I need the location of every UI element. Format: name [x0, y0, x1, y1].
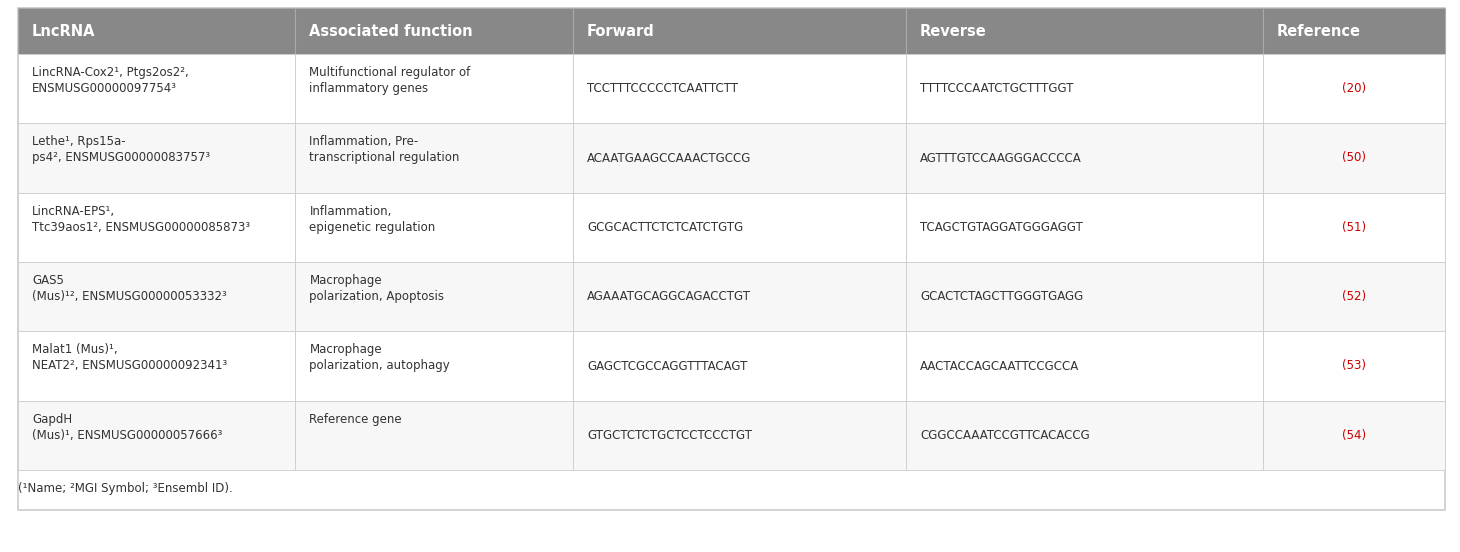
Polygon shape: [572, 8, 905, 54]
Text: ps4², ENSMUSG00000083757³: ps4², ENSMUSG00000083757³: [32, 151, 210, 164]
Text: epigenetic regulation: epigenetic regulation: [310, 221, 435, 233]
Text: polarization, autophagy: polarization, autophagy: [310, 359, 450, 373]
Polygon shape: [1263, 331, 1445, 401]
Polygon shape: [18, 8, 295, 54]
Polygon shape: [295, 262, 572, 331]
Polygon shape: [295, 193, 572, 262]
Polygon shape: [905, 8, 1263, 54]
Text: Forward: Forward: [587, 24, 654, 39]
Text: LncRNA: LncRNA: [32, 24, 95, 39]
Text: Macrophage: Macrophage: [310, 343, 383, 357]
Text: Multifunctional regulator of: Multifunctional regulator of: [310, 66, 470, 79]
Polygon shape: [905, 123, 1263, 193]
Polygon shape: [1263, 54, 1445, 123]
Text: ENSMUSG00000097754³: ENSMUSG00000097754³: [32, 82, 177, 95]
Polygon shape: [572, 123, 905, 193]
Polygon shape: [572, 193, 905, 262]
Text: TCAGCTGTAGGATGGGAGGT: TCAGCTGTAGGATGGGAGGT: [920, 221, 1083, 234]
Text: AACTACCAGCAATTCCGCCA: AACTACCAGCAATTCCGCCA: [920, 359, 1079, 373]
Polygon shape: [295, 54, 572, 123]
Polygon shape: [295, 8, 572, 54]
Text: (53): (53): [1342, 359, 1367, 373]
Text: transcriptional regulation: transcriptional regulation: [310, 151, 460, 164]
Text: Inflammation,: Inflammation,: [310, 205, 391, 217]
Polygon shape: [18, 54, 295, 123]
Text: Associated function: Associated function: [310, 24, 473, 39]
Text: GTGCTCTCTGCTCCTCCCTGT: GTGCTCTCTGCTCCTCCCTGT: [587, 429, 752, 442]
Polygon shape: [295, 331, 572, 401]
Polygon shape: [572, 54, 905, 123]
Text: Inflammation, Pre-: Inflammation, Pre-: [310, 135, 419, 148]
Text: (51): (51): [1342, 221, 1367, 234]
Text: (Mus)¹², ENSMUSG00000053332³: (Mus)¹², ENSMUSG00000053332³: [32, 290, 226, 303]
Text: AGTTTGTCCAAGGGACCCCA: AGTTTGTCCAAGGGACCCCA: [920, 151, 1082, 164]
Text: Reference: Reference: [1276, 24, 1361, 39]
Text: TTTTCCCAATCTGCTTTGGT: TTTTCCCAATCTGCTTTGGT: [920, 82, 1073, 95]
Text: Lethe¹, Rps15a-: Lethe¹, Rps15a-: [32, 135, 126, 148]
Text: CGGCCAAATCCGTTCACACCG: CGGCCAAATCCGTTCACACCG: [920, 429, 1089, 442]
Polygon shape: [572, 331, 905, 401]
Polygon shape: [18, 123, 295, 193]
Text: (50): (50): [1342, 151, 1367, 164]
Polygon shape: [905, 331, 1263, 401]
Polygon shape: [18, 262, 295, 331]
Text: Malat1 (Mus)¹,: Malat1 (Mus)¹,: [32, 343, 118, 357]
Text: TCCTTTCCCCCTCAATTCTT: TCCTTTCCCCCTCAATTCTT: [587, 82, 737, 95]
Polygon shape: [1263, 8, 1445, 54]
Polygon shape: [1263, 262, 1445, 331]
Polygon shape: [1263, 401, 1445, 470]
Text: Macrophage: Macrophage: [310, 274, 383, 287]
Text: Reverse: Reverse: [920, 24, 987, 39]
Polygon shape: [1263, 123, 1445, 193]
Text: NEAT2², ENSMUSG00000092341³: NEAT2², ENSMUSG00000092341³: [32, 359, 228, 373]
Polygon shape: [295, 401, 572, 470]
Text: LincRNA-Cox2¹, Ptgs2os2²,: LincRNA-Cox2¹, Ptgs2os2²,: [32, 66, 188, 79]
Polygon shape: [905, 193, 1263, 262]
Text: LincRNA-EPS¹,: LincRNA-EPS¹,: [32, 205, 115, 217]
Polygon shape: [572, 401, 905, 470]
Text: GAS5: GAS5: [32, 274, 64, 287]
Polygon shape: [18, 193, 295, 262]
Polygon shape: [18, 8, 1445, 510]
Text: GCACTCTAGCTTGGGTGAGG: GCACTCTAGCTTGGGTGAGG: [920, 290, 1083, 303]
Text: (¹Name; ²MGI Symbol; ³Ensembl ID).: (¹Name; ²MGI Symbol; ³Ensembl ID).: [18, 482, 232, 495]
Polygon shape: [18, 401, 295, 470]
Text: AGAAATGCAGGCAGACCTGT: AGAAATGCAGGCAGACCTGT: [587, 290, 750, 303]
Text: Ttc39aos1², ENSMUSG00000085873³: Ttc39aos1², ENSMUSG00000085873³: [32, 221, 250, 233]
Text: polarization, Apoptosis: polarization, Apoptosis: [310, 290, 444, 303]
Text: (54): (54): [1342, 429, 1367, 442]
Polygon shape: [1263, 193, 1445, 262]
Text: inflammatory genes: inflammatory genes: [310, 82, 429, 95]
Polygon shape: [18, 331, 295, 401]
Text: GAGCTCGCCAGGTTTACAGT: GAGCTCGCCAGGTTTACAGT: [587, 359, 748, 373]
Text: ACAATGAAGCCAAACTGCCG: ACAATGAAGCCAAACTGCCG: [587, 151, 752, 164]
Text: (52): (52): [1342, 290, 1367, 303]
Text: (Mus)¹, ENSMUSG00000057666³: (Mus)¹, ENSMUSG00000057666³: [32, 429, 222, 442]
Text: GCGCACTTCTCTCATCTGTG: GCGCACTTCTCTCATCTGTG: [587, 221, 743, 234]
Polygon shape: [572, 262, 905, 331]
Polygon shape: [905, 54, 1263, 123]
Polygon shape: [295, 123, 572, 193]
Text: Reference gene: Reference gene: [310, 413, 402, 426]
Text: (20): (20): [1342, 82, 1367, 95]
Polygon shape: [905, 262, 1263, 331]
Polygon shape: [905, 401, 1263, 470]
Text: GapdH: GapdH: [32, 413, 72, 426]
